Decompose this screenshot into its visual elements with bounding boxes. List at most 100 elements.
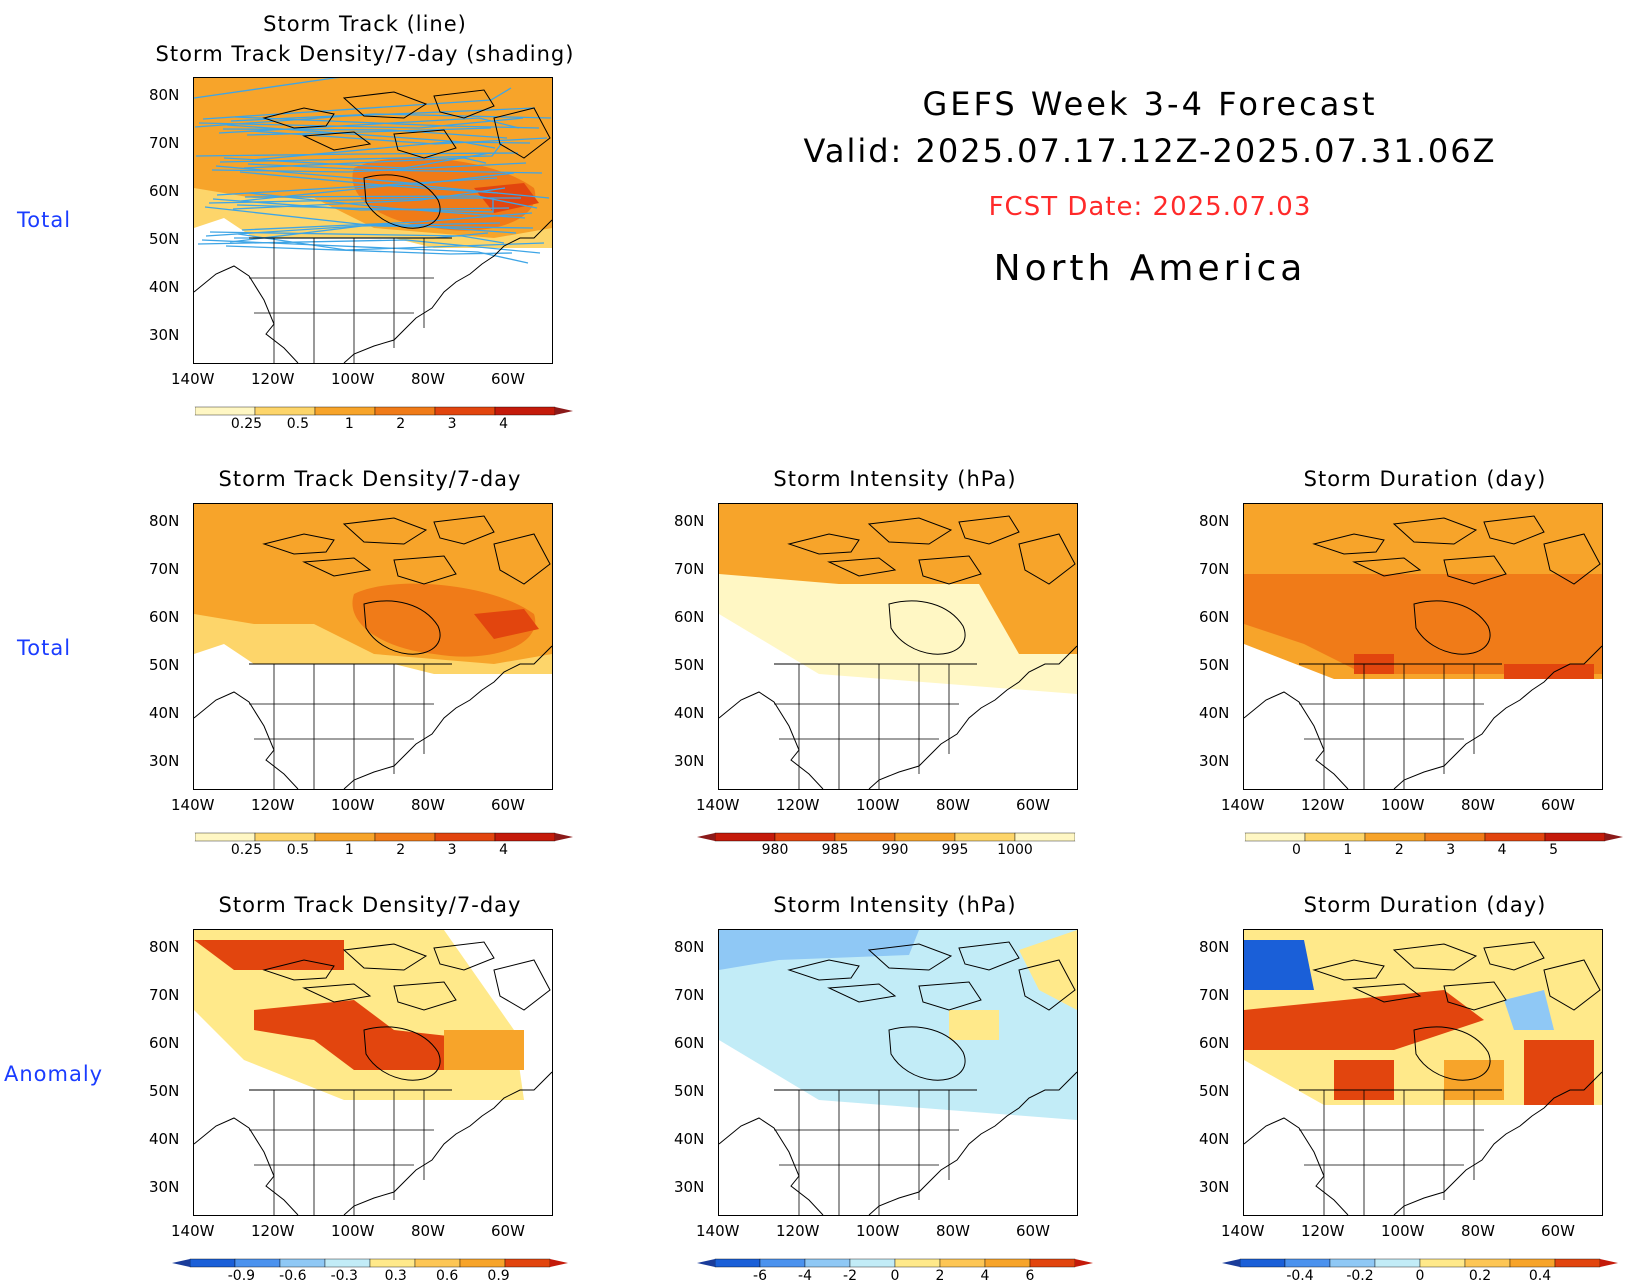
- shaded-region: [444, 1030, 524, 1070]
- colorbar-label: 980: [761, 842, 789, 858]
- lat-tick-label: 60N: [149, 1034, 180, 1052]
- r3c3-title: Storm Duration (day): [1303, 893, 1547, 917]
- colorbar-label: -0.2: [1346, 1268, 1374, 1284]
- storm-track-line: [209, 231, 505, 244]
- colorbar-swatch: [1329, 1258, 1376, 1268]
- lon-tick-label: 140W: [1221, 796, 1265, 814]
- colorbar-r2c2: 980 985 990 995 1000: [695, 830, 1095, 862]
- storm-track-line: [194, 78, 341, 99]
- storm-track-line: [201, 239, 529, 264]
- map-canvas: [194, 930, 552, 1215]
- colorbar-arrow-right: [550, 1259, 568, 1267]
- colorbar-swatch: [494, 406, 556, 416]
- colorbar-label: -2: [843, 1268, 857, 1284]
- lat-tick-label: 60N: [149, 608, 180, 626]
- header-line-2: Valid: 2025.07.17.12Z-2025.07.31.06Z: [803, 132, 1497, 170]
- colorbar-label: -6: [753, 1268, 767, 1284]
- shaded-region: [1504, 990, 1554, 1030]
- colorbar-swatch: [504, 1258, 551, 1268]
- lon-tick-label: 80W: [1461, 796, 1495, 814]
- colorbar-r2c3: 0 1 2 3 4 5: [1225, 830, 1625, 862]
- storm-track-line: [225, 245, 513, 255]
- coastline-layer: [719, 515, 1077, 789]
- colorbar-label: -0.6: [279, 1268, 307, 1284]
- colorbar-arrow-right: [1075, 833, 1093, 841]
- lat-tick-label: 50N: [149, 1082, 180, 1100]
- colorbar-label: -0.4: [1286, 1268, 1314, 1284]
- lon-tick-label: 140W: [696, 1222, 740, 1240]
- lon-tick-label: 80W: [1461, 1222, 1495, 1240]
- storm-track-line: [208, 197, 521, 204]
- colorbar-top: 0.25 0.5 1 2 3 4: [175, 404, 575, 436]
- coastline-layer: [194, 89, 552, 363]
- colorbar-swatch: [849, 1258, 896, 1268]
- colorbar-swatch: [414, 1258, 461, 1268]
- map-track-density-total: [193, 503, 553, 790]
- colorbar-swatch: [1014, 832, 1076, 842]
- colorbar-label: 4: [499, 842, 509, 858]
- map-canvas: [194, 78, 552, 363]
- lon-tick-label: 80W: [411, 796, 445, 814]
- lon-tick-label: 120W: [251, 796, 295, 814]
- storm-track-line: [247, 163, 543, 174]
- colorbar-label: -0.9: [227, 1268, 256, 1284]
- lon-tick-label: 100W: [856, 1222, 900, 1240]
- map-canvas: [1244, 930, 1602, 1215]
- lon-tick-label: 60W: [1016, 1222, 1050, 1240]
- colorbar-swatch: [1239, 1258, 1286, 1268]
- lat-tick-label: 30N: [1199, 1178, 1230, 1196]
- colorbar-label: 2: [396, 842, 406, 858]
- storm-track-line: [195, 152, 519, 157]
- colorbar-swatches: [172, 1258, 568, 1268]
- colorbar-swatch: [1509, 1258, 1556, 1268]
- lat-tick-label: 80N: [674, 512, 705, 530]
- lat-tick-label: 60N: [674, 1034, 705, 1052]
- colorbar-label: 0.25: [230, 842, 263, 858]
- lat-tick-label: 50N: [674, 1082, 705, 1100]
- lon-tick-label: 100W: [331, 1222, 375, 1240]
- row-label-3: Anomaly: [4, 1062, 104, 1086]
- shaded-region: [1244, 574, 1602, 674]
- colorbar-swatch: [314, 406, 376, 416]
- r2c2-title: Storm Intensity (hPa): [773, 467, 1017, 491]
- colorbar-arrow-right: [555, 833, 573, 841]
- lat-tick-label: 80N: [1199, 938, 1230, 956]
- colorbar-label: 3: [447, 842, 457, 858]
- colorbar-swatch: [1029, 1258, 1076, 1268]
- shaded-region: [719, 930, 1077, 1120]
- colorbar-label: 0.5: [286, 416, 309, 432]
- colorbar-swatch: [314, 832, 376, 842]
- colorbar-label: 0.25: [230, 416, 263, 432]
- colorbar-swatches: [697, 1258, 1093, 1268]
- lat-tick-label: 40N: [1199, 1130, 1230, 1148]
- coastline-layer: [194, 941, 552, 1215]
- colorbar-swatch: [1244, 832, 1306, 842]
- colorbar-arrow-left: [1227, 833, 1245, 841]
- lat-tick-label: 80N: [674, 938, 705, 956]
- shaded-region: [254, 1000, 494, 1070]
- storm-track-line: [241, 212, 533, 231]
- lat-tick-label: 70N: [149, 134, 180, 152]
- storm-track-line: [248, 192, 526, 219]
- lat-tick-label: 40N: [674, 704, 705, 722]
- colorbar-label: 6: [1025, 1268, 1035, 1284]
- region-title: North America: [993, 248, 1307, 289]
- colorbar-r3c3: -0.4 -0.2 0 0.2 0.4: [1220, 1256, 1625, 1284]
- top-panel-title-2: Storm Track Density/7-day (shading): [155, 42, 575, 66]
- colorbar-swatches: [177, 406, 573, 416]
- colorbar-label: 995: [941, 842, 969, 858]
- colorbar-swatch: [189, 1258, 236, 1268]
- lat-tick-label: 60N: [149, 182, 180, 200]
- lon-tick-label: 100W: [331, 370, 375, 388]
- colorbar-swatch: [374, 832, 436, 842]
- colorbar-swatches: [1222, 1258, 1618, 1268]
- map-duration-total: [1243, 503, 1603, 790]
- map-intensity-total: [718, 503, 1078, 790]
- lon-tick-label: 80W: [936, 1222, 970, 1240]
- r3c2-title: Storm Intensity (hPa): [773, 893, 1017, 917]
- colorbar-label: 2: [1394, 842, 1404, 858]
- map-canvas: [194, 504, 552, 789]
- lat-tick-label: 70N: [1199, 560, 1230, 578]
- colorbar-label: 4: [1497, 842, 1507, 858]
- map-intensity-anomaly: [718, 929, 1078, 1216]
